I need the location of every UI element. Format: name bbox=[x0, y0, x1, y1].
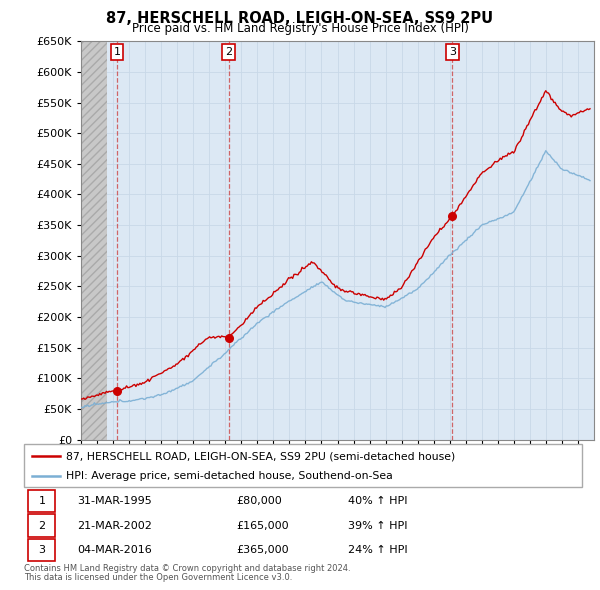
Text: 3: 3 bbox=[38, 545, 46, 555]
Text: This data is licensed under the Open Government Licence v3.0.: This data is licensed under the Open Gov… bbox=[24, 573, 292, 582]
Text: £165,000: £165,000 bbox=[236, 520, 289, 530]
Text: 1: 1 bbox=[38, 496, 46, 506]
Text: 31-MAR-1995: 31-MAR-1995 bbox=[77, 496, 152, 506]
Text: 39% ↑ HPI: 39% ↑ HPI bbox=[347, 520, 407, 530]
Text: 3: 3 bbox=[449, 47, 456, 57]
Text: 21-MAR-2002: 21-MAR-2002 bbox=[77, 520, 152, 530]
Bar bbox=[81, 41, 107, 440]
Text: £80,000: £80,000 bbox=[236, 496, 282, 506]
Text: HPI: Average price, semi-detached house, Southend-on-Sea: HPI: Average price, semi-detached house,… bbox=[66, 471, 392, 481]
FancyBboxPatch shape bbox=[24, 444, 582, 487]
Text: 2: 2 bbox=[225, 47, 232, 57]
Text: 87, HERSCHELL ROAD, LEIGH-ON-SEA, SS9 2PU: 87, HERSCHELL ROAD, LEIGH-ON-SEA, SS9 2P… bbox=[106, 11, 494, 25]
Text: 04-MAR-2016: 04-MAR-2016 bbox=[77, 545, 152, 555]
Text: 40% ↑ HPI: 40% ↑ HPI bbox=[347, 496, 407, 506]
Text: Price paid vs. HM Land Registry's House Price Index (HPI): Price paid vs. HM Land Registry's House … bbox=[131, 22, 469, 35]
FancyBboxPatch shape bbox=[28, 490, 55, 512]
Text: 2: 2 bbox=[38, 520, 46, 530]
Text: £365,000: £365,000 bbox=[236, 545, 289, 555]
Text: 1: 1 bbox=[113, 47, 121, 57]
Text: 24% ↑ HPI: 24% ↑ HPI bbox=[347, 545, 407, 555]
FancyBboxPatch shape bbox=[28, 514, 55, 537]
Text: Contains HM Land Registry data © Crown copyright and database right 2024.: Contains HM Land Registry data © Crown c… bbox=[24, 564, 350, 573]
FancyBboxPatch shape bbox=[28, 539, 55, 561]
Text: 87, HERSCHELL ROAD, LEIGH-ON-SEA, SS9 2PU (semi-detached house): 87, HERSCHELL ROAD, LEIGH-ON-SEA, SS9 2P… bbox=[66, 451, 455, 461]
